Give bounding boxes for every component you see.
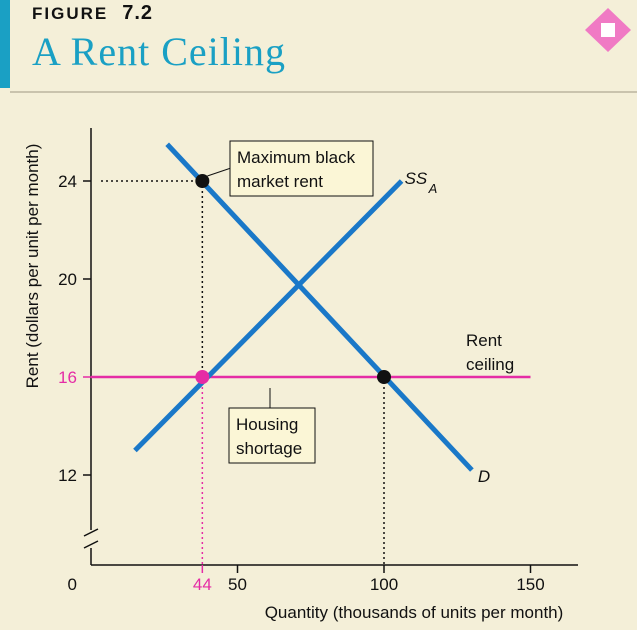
callout-text: market rent — [237, 172, 323, 191]
x-tick-label: 100 — [370, 575, 398, 594]
figure-header: FIGURE 7.2 A Rent Ceiling — [0, 0, 637, 93]
shortage-box — [228, 407, 316, 464]
figure-label: FIGURE 7.2 — [32, 2, 153, 25]
accent-bar — [0, 0, 10, 88]
demand-line — [165, 142, 474, 472]
demand-label: D — [478, 467, 490, 486]
y-tick-label: 20 — [58, 270, 77, 289]
figure-title: A Rent Ceiling — [32, 29, 286, 74]
y-tick-label: 12 — [58, 466, 77, 485]
y-axis-title: Rent (dollars per unit per month) — [23, 144, 42, 389]
x-tick-label: 0 — [68, 575, 77, 594]
x-axis-title: Quantity (thousands of units per month) — [265, 603, 564, 622]
callout-box — [229, 140, 374, 197]
rent-ceiling-label: Rent — [466, 331, 502, 350]
x-tick-label: 50 — [228, 575, 247, 594]
supply-at-ceiling-point — [195, 370, 210, 384]
black-market-point — [195, 174, 210, 188]
y-tick-label-ceiling: 16 — [58, 368, 77, 387]
corner-decoration — [585, 8, 631, 52]
x-tick-label-supplied: 44 — [193, 575, 212, 594]
y-tick-label: 24 — [58, 172, 77, 191]
supply-label: SS — [405, 169, 428, 188]
diamond-center-icon — [601, 23, 615, 37]
figure-label-text: FIGURE — [32, 4, 109, 23]
figure-number: 7.2 — [122, 2, 154, 24]
x-tick-label: 150 — [516, 575, 544, 594]
axis-break-mark — [83, 528, 99, 537]
header-rule — [10, 91, 637, 93]
demand-at-ceiling-point — [377, 370, 391, 384]
axis-break-mark — [83, 540, 99, 549]
supply-label-subscript: A — [428, 181, 438, 196]
shortage-text: shortage — [236, 439, 302, 458]
shortage-text: Housing — [236, 415, 298, 434]
supply-line — [133, 179, 404, 453]
callout-leader — [207, 167, 232, 177]
rent-ceiling-label: ceiling — [466, 355, 514, 374]
callout-text: Maximum black — [237, 148, 356, 167]
